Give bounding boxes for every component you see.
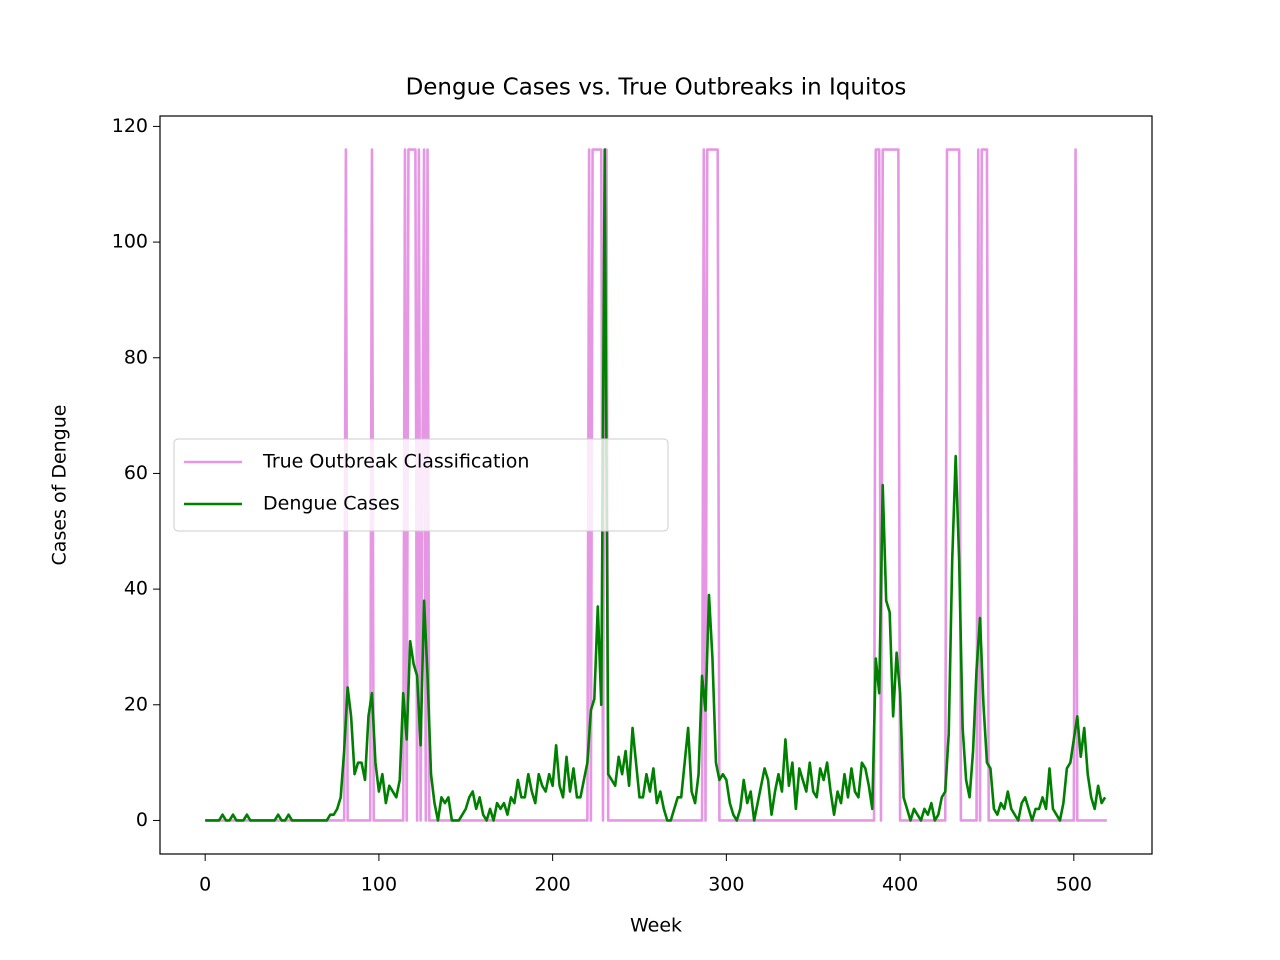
plot-frame bbox=[159, 115, 1153, 855]
x-axis-label: Week bbox=[630, 915, 682, 937]
x-tick-label: 500 bbox=[1056, 874, 1092, 896]
y-tick-label: 0 bbox=[136, 809, 148, 831]
x-tick-label: 400 bbox=[882, 874, 918, 896]
y-tick-label: 100 bbox=[112, 231, 148, 253]
x-tick-label: 100 bbox=[361, 874, 397, 896]
y-tick-label: 40 bbox=[124, 578, 148, 600]
legend-label: True Outbreak Classification bbox=[262, 451, 529, 473]
legend-label: Dengue Cases bbox=[263, 493, 400, 515]
x-tick-label: 200 bbox=[534, 874, 570, 896]
y-tick-label: 20 bbox=[124, 693, 148, 715]
data-line bbox=[205, 148, 1107, 822]
chart-title: Dengue Cases vs. True Outbreaks in Iquit… bbox=[406, 75, 907, 101]
legend-box bbox=[173, 438, 669, 532]
data-line bbox=[205, 148, 1107, 822]
y-tick-label: 80 bbox=[124, 346, 148, 368]
x-tick-label: 0 bbox=[199, 874, 211, 896]
y-axis-label: Cases of Dengue bbox=[49, 405, 71, 566]
y-tick-label: 60 bbox=[124, 462, 148, 484]
x-tick-label: 300 bbox=[708, 874, 744, 896]
y-tick-label: 120 bbox=[112, 115, 148, 137]
